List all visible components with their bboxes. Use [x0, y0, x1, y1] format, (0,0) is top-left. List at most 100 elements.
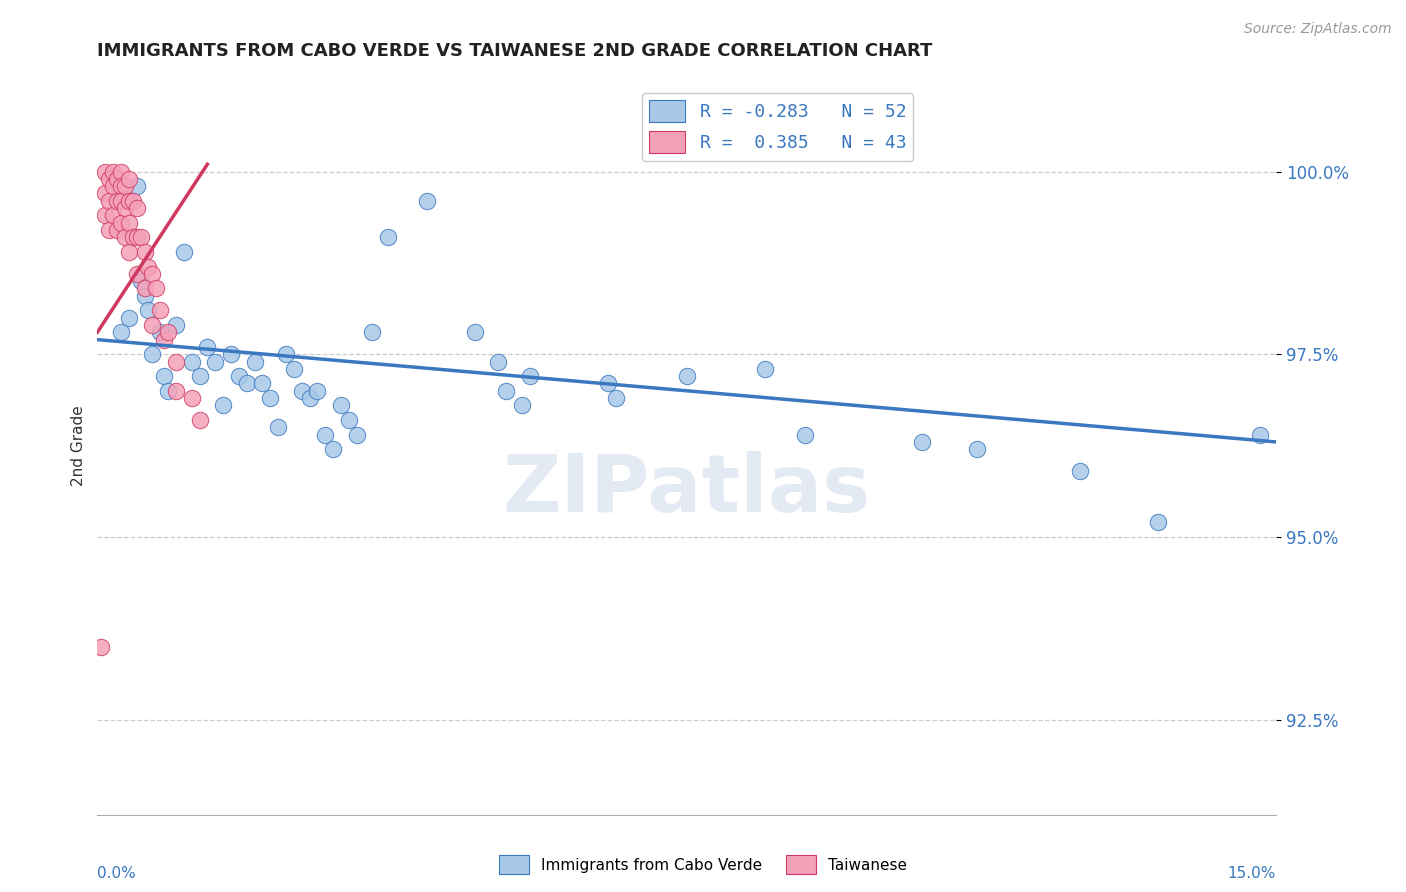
- Point: [195, 340, 218, 354]
- Point: [283, 362, 305, 376]
- Point: [134, 289, 156, 303]
- Point: [101, 209, 124, 223]
- Point: [337, 413, 360, 427]
- Point: [98, 223, 121, 237]
- Text: 0.0%: 0.0%: [97, 866, 136, 881]
- Point: [228, 369, 250, 384]
- Point: [180, 354, 202, 368]
- Point: [101, 179, 124, 194]
- Text: ZIPatlas: ZIPatlas: [502, 450, 870, 529]
- Point: [134, 244, 156, 259]
- Point: [464, 326, 486, 340]
- Point: [267, 420, 290, 434]
- Point: [1249, 427, 1271, 442]
- Point: [125, 179, 148, 194]
- Point: [118, 244, 141, 259]
- Point: [157, 384, 180, 398]
- Point: [346, 427, 368, 442]
- Point: [98, 194, 121, 208]
- Point: [105, 194, 128, 208]
- Point: [157, 326, 180, 340]
- Point: [314, 427, 336, 442]
- Point: [129, 274, 152, 288]
- Point: [486, 354, 509, 368]
- Point: [153, 333, 176, 347]
- Y-axis label: 2nd Grade: 2nd Grade: [72, 405, 86, 486]
- Point: [118, 194, 141, 208]
- Point: [105, 172, 128, 186]
- Point: [125, 230, 148, 244]
- Point: [298, 391, 321, 405]
- Point: [754, 362, 776, 376]
- Point: [138, 260, 160, 274]
- Point: [141, 347, 163, 361]
- Point: [274, 347, 297, 361]
- Point: [110, 164, 132, 178]
- Point: [188, 413, 211, 427]
- Point: [416, 194, 439, 208]
- Point: [330, 398, 353, 412]
- Point: [307, 384, 329, 398]
- Point: [105, 223, 128, 237]
- Point: [1147, 516, 1170, 530]
- Point: [114, 201, 136, 215]
- Point: [114, 230, 136, 244]
- Point: [141, 267, 163, 281]
- Point: [173, 244, 195, 259]
- Point: [110, 216, 132, 230]
- Point: [141, 318, 163, 332]
- Point: [1069, 464, 1091, 478]
- Point: [114, 179, 136, 194]
- Text: IMMIGRANTS FROM CABO VERDE VS TAIWANESE 2ND GRADE CORRELATION CHART: IMMIGRANTS FROM CABO VERDE VS TAIWANESE …: [97, 42, 932, 60]
- Point: [118, 216, 141, 230]
- Legend: R = -0.283   N = 52, R =  0.385   N = 43: R = -0.283 N = 52, R = 0.385 N = 43: [641, 93, 914, 161]
- Point: [165, 318, 187, 332]
- Point: [94, 186, 117, 201]
- Point: [121, 194, 143, 208]
- Point: [98, 172, 121, 186]
- Point: [149, 326, 172, 340]
- Point: [165, 384, 187, 398]
- Point: [145, 281, 167, 295]
- Point: [212, 398, 235, 412]
- Point: [110, 179, 132, 194]
- Point: [519, 369, 541, 384]
- Point: [94, 209, 117, 223]
- Legend: Immigrants from Cabo Verde, Taiwanese: Immigrants from Cabo Verde, Taiwanese: [492, 849, 914, 880]
- Point: [204, 354, 226, 368]
- Point: [134, 281, 156, 295]
- Point: [598, 376, 620, 391]
- Point: [252, 376, 274, 391]
- Point: [129, 230, 152, 244]
- Point: [180, 391, 202, 405]
- Point: [675, 369, 697, 384]
- Point: [149, 303, 172, 318]
- Point: [138, 303, 160, 318]
- Point: [118, 310, 141, 325]
- Text: 15.0%: 15.0%: [1227, 866, 1277, 881]
- Point: [110, 326, 132, 340]
- Point: [793, 427, 815, 442]
- Point: [118, 172, 141, 186]
- Point: [495, 384, 517, 398]
- Point: [94, 164, 117, 178]
- Point: [153, 369, 176, 384]
- Point: [243, 354, 266, 368]
- Point: [110, 194, 132, 208]
- Point: [291, 384, 314, 398]
- Point: [121, 230, 143, 244]
- Point: [125, 201, 148, 215]
- Point: [188, 369, 211, 384]
- Point: [911, 434, 934, 449]
- Point: [510, 398, 533, 412]
- Point: [377, 230, 399, 244]
- Point: [259, 391, 281, 405]
- Point: [605, 391, 627, 405]
- Point: [966, 442, 988, 457]
- Point: [101, 164, 124, 178]
- Point: [322, 442, 344, 457]
- Point: [125, 267, 148, 281]
- Point: [165, 354, 187, 368]
- Point: [219, 347, 242, 361]
- Text: Source: ZipAtlas.com: Source: ZipAtlas.com: [1244, 22, 1392, 37]
